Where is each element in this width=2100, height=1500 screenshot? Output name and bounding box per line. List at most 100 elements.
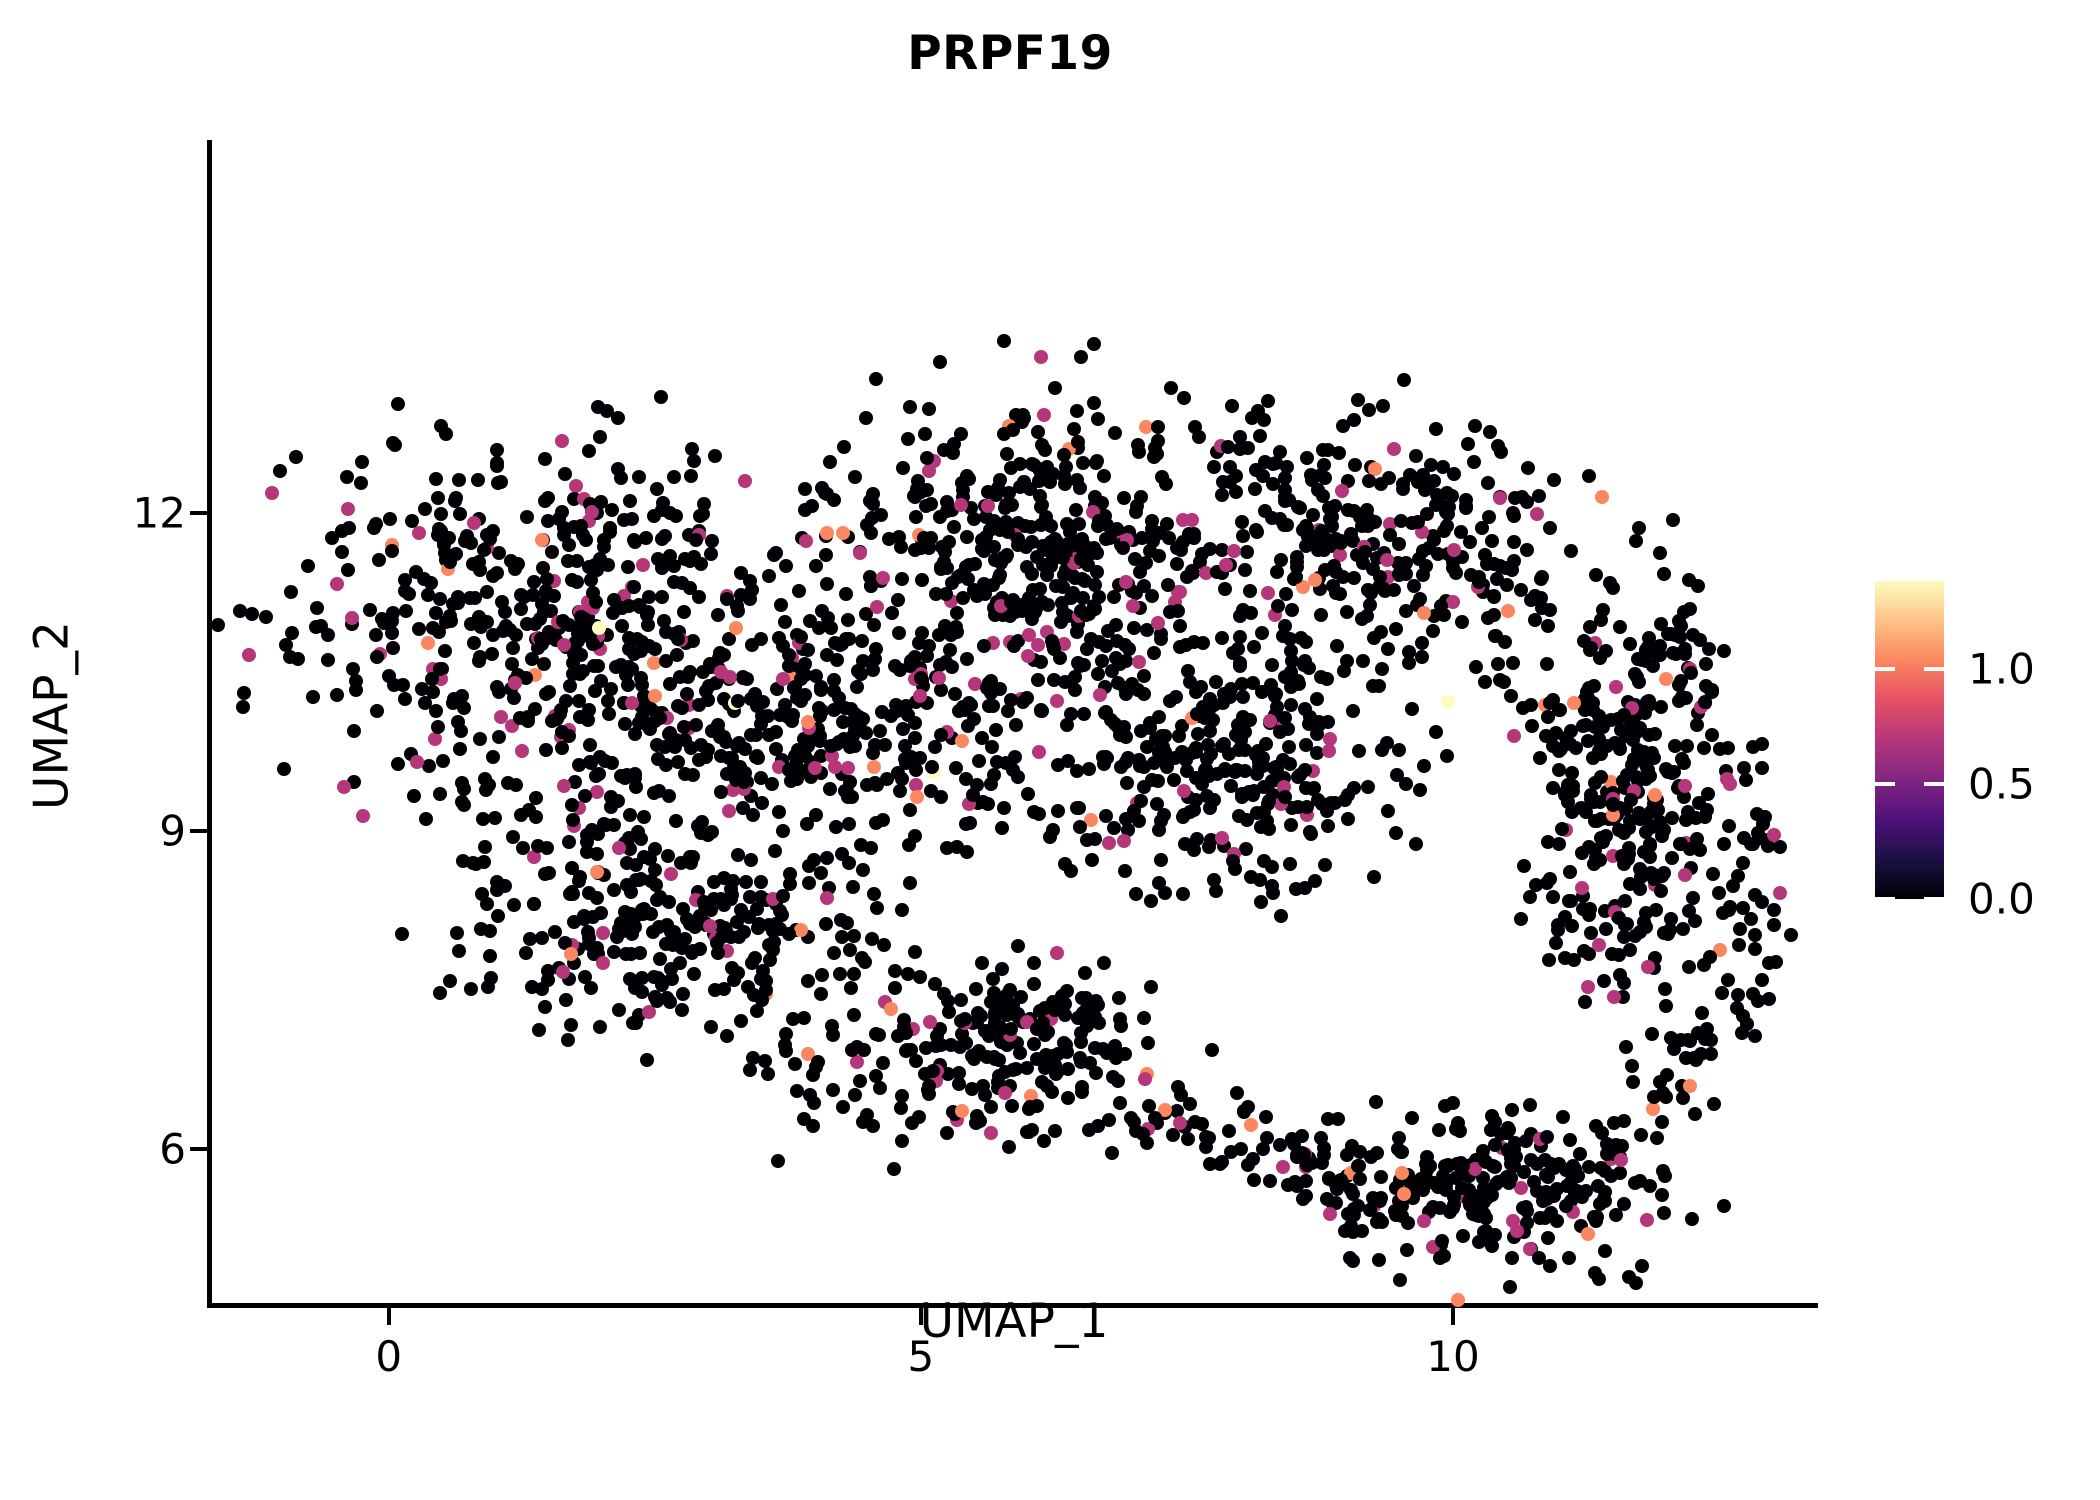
- scatter-point: [498, 619, 513, 634]
- scatter-point: [1230, 641, 1245, 656]
- scatter-point: [625, 512, 640, 527]
- scatter-point: [996, 333, 1011, 348]
- scatter-point: [622, 630, 636, 645]
- scatter-point: [1243, 584, 1258, 599]
- scatter-point: [791, 583, 806, 598]
- scatter-point: [329, 576, 344, 591]
- scatter-point: [594, 905, 609, 920]
- scatter-point: [622, 494, 637, 509]
- scatter-point: [1773, 886, 1788, 901]
- scatter-point: [1112, 1012, 1127, 1026]
- colorbar-tick-mark: [1924, 897, 1944, 901]
- scatter-point: [1402, 467, 1417, 482]
- scatter-point: [1577, 994, 1592, 1009]
- scatter-point: [1008, 718, 1023, 732]
- scatter-point: [1490, 657, 1505, 672]
- scatter-point: [467, 515, 482, 530]
- scatter-point: [1174, 542, 1189, 557]
- scatter-point: [828, 819, 843, 834]
- scatter-point: [1467, 454, 1481, 469]
- scatter-point: [1653, 700, 1668, 715]
- scatter-point: [932, 658, 947, 672]
- scatter-point: [971, 1005, 986, 1020]
- scatter-point: [558, 466, 573, 481]
- scatter-point: [1114, 759, 1129, 774]
- scatter-point: [1365, 678, 1380, 693]
- scatter-point: [335, 523, 350, 538]
- scatter-point: [1504, 1250, 1519, 1265]
- scatter-point: [1163, 381, 1178, 396]
- scatter-point: [1487, 628, 1502, 643]
- scatter-point: [590, 890, 604, 905]
- scatter-point: [284, 626, 299, 641]
- scatter-point: [1595, 489, 1609, 504]
- scatter-point: [1658, 671, 1673, 686]
- scatter-point: [1047, 1124, 1062, 1139]
- scatter-point: [535, 930, 550, 945]
- scatter-point: [1175, 886, 1190, 901]
- scatter-point: [905, 1116, 920, 1131]
- scatter-point: [1668, 646, 1683, 661]
- scatter-point: [1139, 1135, 1154, 1150]
- scatter-point: [1005, 422, 1020, 437]
- scatter-point: [580, 844, 595, 859]
- scatter-point: [727, 972, 741, 987]
- scatter-point: [693, 826, 708, 841]
- scatter-point: [1173, 584, 1187, 599]
- scatter-point: [1021, 786, 1035, 801]
- scatter-point: [867, 618, 882, 633]
- scatter-point: [385, 435, 400, 450]
- scatter-point: [869, 371, 884, 386]
- scatter-point: [671, 755, 685, 770]
- scatter-point: [1546, 692, 1561, 707]
- scatter-point: [1101, 835, 1116, 850]
- scatter-point: [1270, 565, 1285, 580]
- scatter-point: [1415, 568, 1430, 583]
- scatter-point: [1604, 1168, 1619, 1183]
- scatter-point: [1617, 1113, 1632, 1128]
- scatter-point: [1023, 519, 1038, 534]
- scatter-point: [523, 932, 538, 947]
- scatter-point: [1591, 1272, 1606, 1287]
- scatter-point: [1128, 552, 1143, 566]
- scatter-point: [808, 668, 823, 683]
- scatter-point: [488, 811, 503, 826]
- scatter-point: [766, 547, 781, 562]
- scatter-point: [1575, 846, 1590, 861]
- scatter-point: [1063, 864, 1078, 879]
- scatter-point: [832, 966, 847, 981]
- scatter-point: [1446, 595, 1461, 610]
- scatter-point: [761, 708, 776, 723]
- scatter-point: [1390, 1141, 1405, 1156]
- scatter-point: [1672, 836, 1687, 851]
- scatter-point: [1317, 1148, 1332, 1163]
- scatter-point: [282, 650, 297, 664]
- scatter-point: [1545, 890, 1560, 905]
- scatter-point: [662, 725, 677, 740]
- scatter-point: [1273, 1137, 1288, 1152]
- scatter-point: [1346, 1186, 1361, 1201]
- scatter-point: [1044, 1085, 1059, 1100]
- scatter-point: [814, 680, 829, 695]
- scatter-point: [1398, 555, 1413, 570]
- scatter-point: [1697, 740, 1711, 755]
- scatter-point: [1476, 1194, 1491, 1209]
- scatter-point: [918, 540, 933, 554]
- scatter-point: [1599, 643, 1613, 658]
- scatter-point: [1038, 443, 1053, 458]
- scatter-point: [428, 704, 443, 719]
- scatter-point: [1436, 1248, 1451, 1263]
- scatter-point: [537, 493, 552, 508]
- scatter-point: [1513, 583, 1528, 597]
- scatter-point: [1139, 419, 1154, 434]
- scatter-point: [1222, 1124, 1237, 1138]
- scatter-point: [412, 526, 426, 541]
- scatter-point: [504, 656, 519, 671]
- scatter-point: [850, 1055, 865, 1070]
- scatter-point: [1374, 1170, 1389, 1185]
- scatter-point: [977, 576, 992, 591]
- scatter-point: [1755, 761, 1770, 776]
- scatter-point: [1773, 840, 1787, 854]
- scatter-point: [1068, 682, 1083, 697]
- scatter-point: [362, 603, 377, 618]
